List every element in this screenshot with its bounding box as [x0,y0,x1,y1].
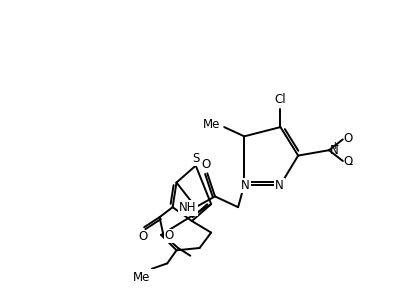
Text: O: O [344,132,353,145]
Text: Me: Me [133,271,150,284]
Text: O: O [344,155,353,168]
Text: -: - [348,158,353,171]
Text: S: S [192,152,199,165]
Text: N: N [241,179,250,192]
Text: Me: Me [203,118,220,131]
Text: Cl: Cl [275,93,286,106]
Text: +: + [331,141,339,151]
Text: NH: NH [179,201,196,214]
Text: O: O [201,158,210,171]
Text: NH: NH [179,201,196,214]
Text: N: N [241,179,250,192]
Text: N: N [275,179,284,192]
Text: O: O [138,230,147,243]
Text: N: N [330,144,339,157]
Text: N: N [275,179,284,192]
Text: O: O [164,229,173,242]
